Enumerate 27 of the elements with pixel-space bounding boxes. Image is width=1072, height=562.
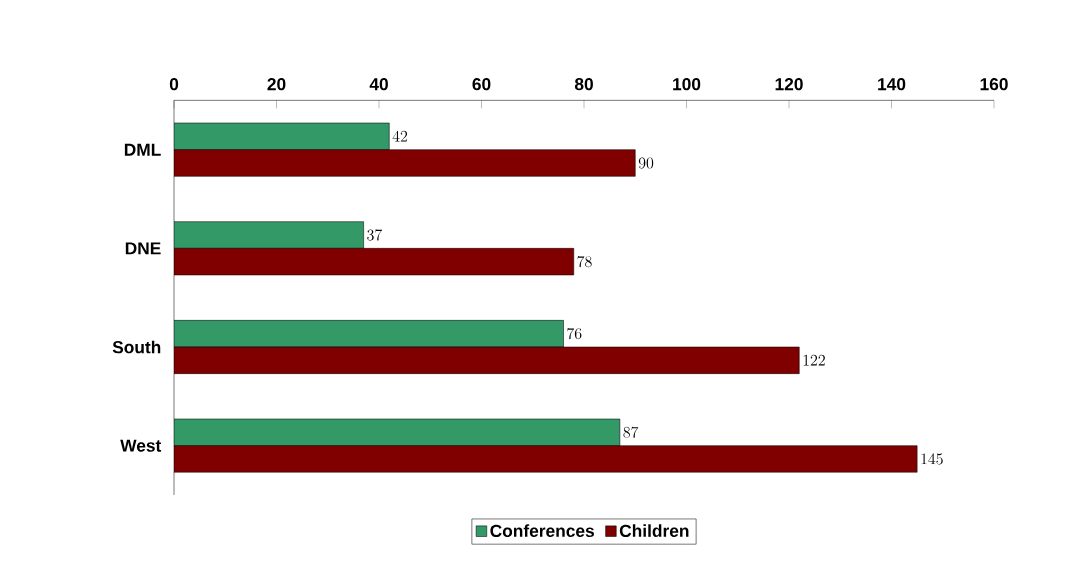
data-label: 42 — [392, 130, 408, 142]
x-tick-label: 100 — [673, 78, 701, 91]
legend-label: Children — [619, 524, 689, 538]
x-tick-label: 0 — [169, 78, 179, 91]
x-tick-label: 120 — [775, 78, 803, 91]
x-tick-label: 140 — [878, 78, 906, 91]
data-label: 37 — [367, 229, 382, 241]
legend-label: Conferences — [490, 524, 594, 538]
y-tick-label: West — [120, 439, 162, 452]
data-label: 78 — [577, 256, 592, 268]
x-tick-label: 20 — [267, 78, 286, 91]
x-tick-label: 40 — [369, 78, 388, 91]
y-tick-label: DNE — [125, 242, 161, 255]
bar — [174, 248, 575, 276]
y-tick-label: DML — [124, 143, 161, 156]
x-tick-label: 60 — [472, 78, 491, 91]
data-label: 145 — [921, 453, 943, 465]
y-tick-label: South — [112, 340, 161, 354]
bar — [174, 445, 918, 473]
data-label: 90 — [638, 157, 654, 169]
x-tick-label: 160 — [980, 78, 1008, 91]
data-label: 76 — [567, 328, 582, 340]
x-tick-label: 80 — [574, 78, 593, 91]
data-label: 122 — [803, 354, 825, 366]
data-label: 87 — [623, 426, 639, 438]
bar — [174, 346, 800, 374]
bar — [174, 149, 636, 177]
